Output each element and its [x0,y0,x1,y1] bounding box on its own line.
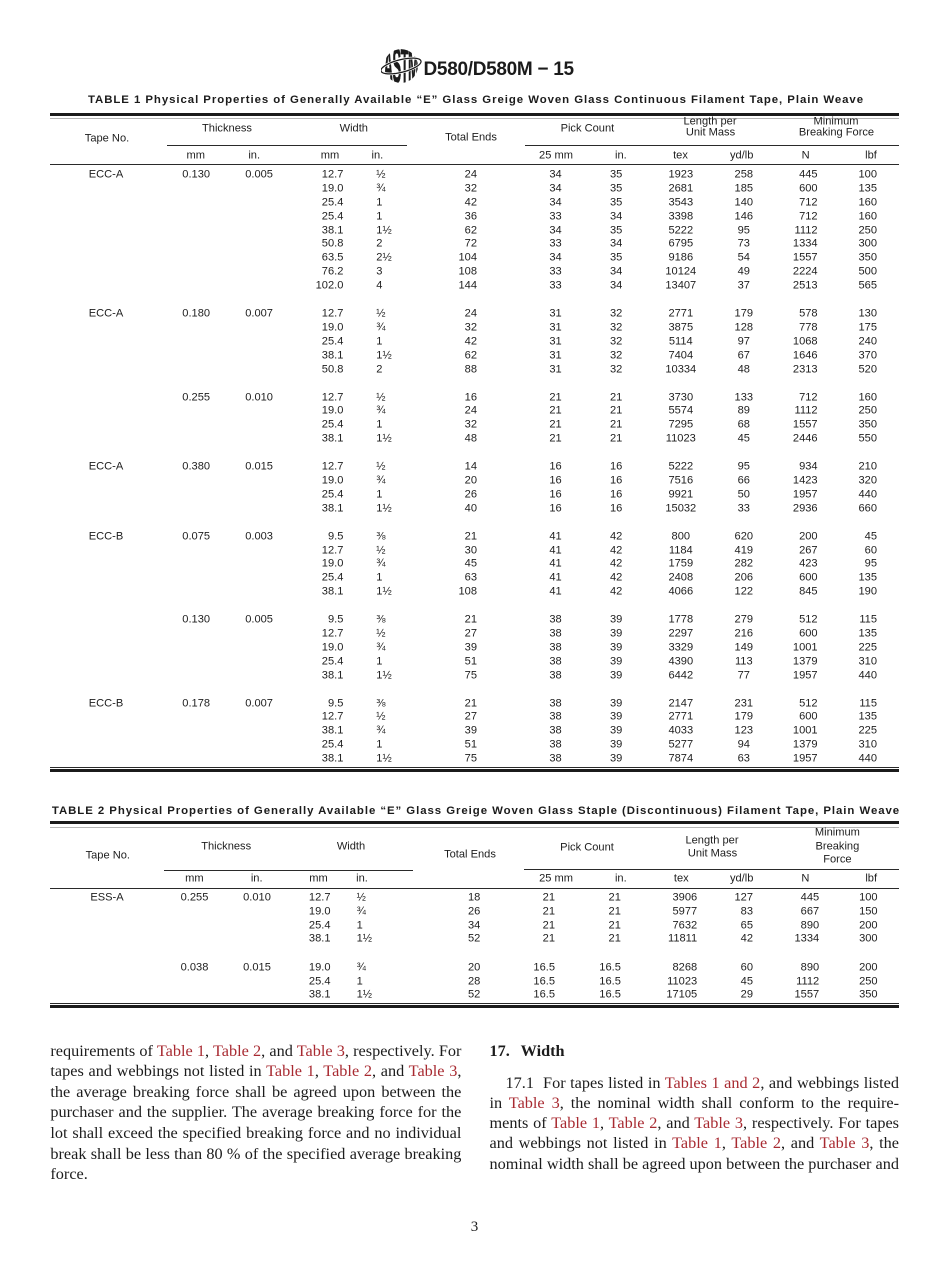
svg-text:ASTM: ASTM [384,48,419,86]
